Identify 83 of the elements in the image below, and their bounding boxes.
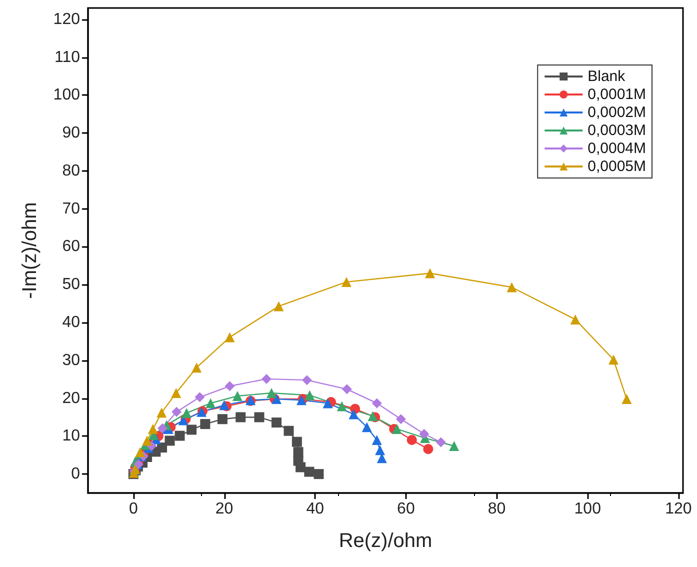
point (274, 301, 284, 312)
y-tick-label: 0 (71, 466, 80, 483)
point (570, 314, 580, 324)
x-tick-label: 60 (397, 500, 415, 518)
y-tick-label: 120 (53, 10, 80, 28)
y-tick-label: 100 (53, 86, 80, 104)
point (172, 406, 182, 417)
x-tick-label: 40 (306, 500, 324, 518)
point (348, 409, 359, 420)
point (186, 424, 197, 435)
point (174, 430, 185, 441)
point (396, 414, 406, 424)
legend-label: 0,0005M (588, 158, 646, 175)
y-tick-label: 50 (62, 276, 80, 294)
y-tick-label: 90 (62, 124, 80, 142)
point (254, 412, 264, 422)
point (292, 436, 302, 447)
point (392, 424, 402, 434)
point (406, 434, 417, 445)
point (192, 362, 202, 373)
y-tick-label: 20 (62, 390, 80, 407)
legend-label: 0,0003M (588, 122, 646, 139)
point (304, 390, 315, 400)
x-tick-label: 100 (574, 500, 602, 518)
y-tick-label: 110 (54, 48, 80, 66)
legend-label: Blank (588, 68, 626, 85)
y-tick-label: 40 (62, 314, 80, 331)
point (336, 401, 347, 412)
x-tick-label: 120 (665, 500, 692, 518)
point (200, 419, 210, 430)
point (236, 412, 246, 422)
point (368, 411, 378, 422)
x-tick-label: 0 (128, 500, 138, 518)
point (304, 466, 314, 477)
point (314, 469, 324, 480)
point (293, 447, 304, 458)
x-axis-title: Re(z)/ohm (338, 530, 432, 552)
point (262, 374, 272, 384)
point (419, 428, 430, 439)
point (423, 444, 434, 454)
point (372, 398, 382, 408)
y-tick-label: 80 (62, 162, 80, 180)
point (219, 400, 230, 410)
point (224, 381, 235, 392)
point (342, 384, 352, 394)
point (224, 332, 235, 342)
point (194, 392, 205, 402)
point (506, 282, 517, 292)
point (608, 354, 619, 365)
y-axis-title: -Im(z)/ohm (19, 202, 41, 299)
y-tick-label: 10 (62, 428, 80, 445)
point (232, 391, 242, 401)
y-tick-label: 60 (62, 238, 80, 256)
point (182, 408, 192, 418)
point (171, 388, 182, 398)
point (362, 422, 372, 432)
x-tick-label: 80 (488, 500, 506, 518)
point (436, 437, 446, 448)
point (449, 441, 460, 452)
legend-label: 0,0004M (588, 140, 646, 157)
legend-label: 0,0002M (588, 104, 646, 121)
point (296, 462, 306, 472)
y-tick-label: 70 (62, 200, 80, 218)
point (217, 414, 228, 424)
point (284, 426, 294, 436)
point (425, 268, 436, 278)
legend-label: 0,0001M (588, 86, 646, 103)
point (372, 434, 382, 445)
point (375, 445, 386, 456)
point (142, 436, 152, 446)
point (156, 408, 167, 418)
x-tick-label: 20 (215, 500, 234, 518)
point (266, 388, 276, 398)
point (622, 394, 632, 404)
point (322, 398, 333, 408)
point (271, 418, 282, 428)
point (206, 398, 216, 408)
point (148, 424, 158, 434)
point (164, 436, 175, 446)
point (302, 375, 312, 386)
point (157, 423, 168, 434)
y-tick-label: 30 (62, 352, 80, 369)
point (341, 276, 352, 287)
